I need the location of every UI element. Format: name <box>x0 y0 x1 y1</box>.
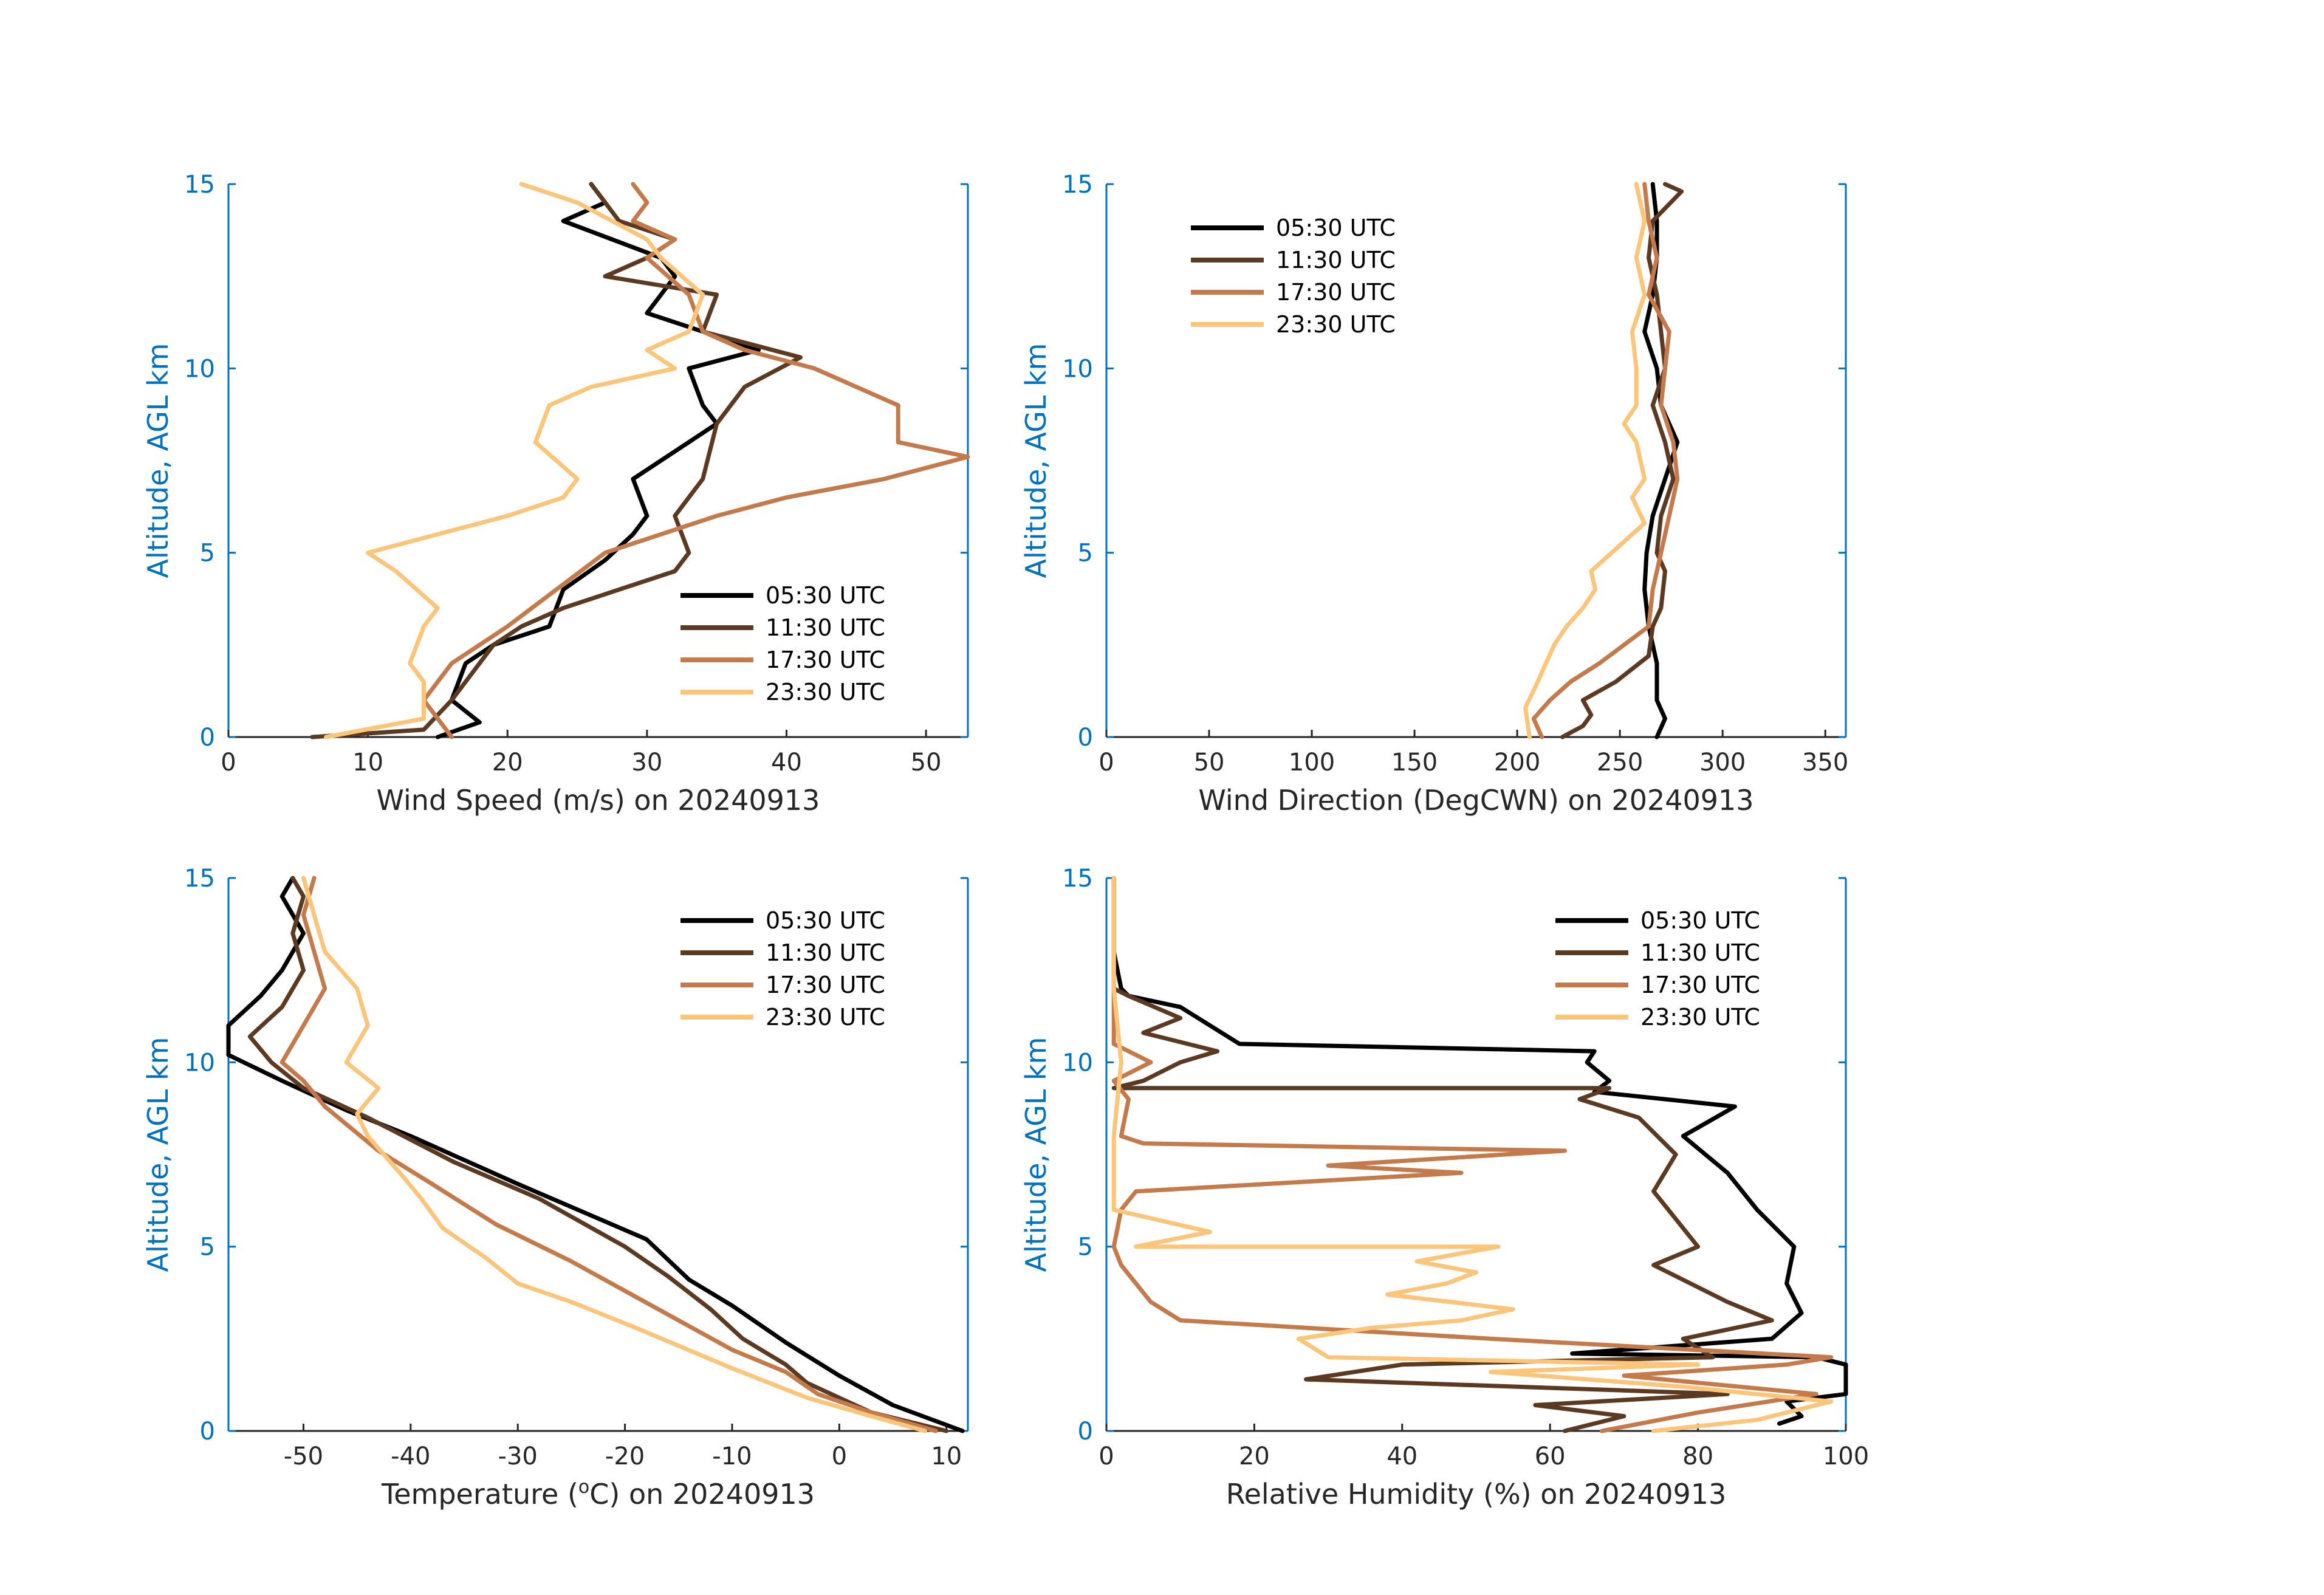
series-line-2 <box>422 182 970 739</box>
y-axis-label: Altitude, AGL km <box>1020 1037 1052 1272</box>
x-tick-label: -40 <box>391 1442 430 1470</box>
x-tick-label: 350 <box>1802 749 1848 777</box>
series-line-0 <box>435 182 761 739</box>
series-line-2 <box>279 876 938 1433</box>
x-tick-label: -10 <box>712 1442 752 1470</box>
x-tick-label: 10 <box>352 749 383 777</box>
series-line-2 <box>1531 182 1680 739</box>
legend: 05:30 UTC 11:30 UTC 17:30 UTC 23:30 UTC <box>1191 214 1396 338</box>
x-tick-label: 100 <box>1289 749 1335 777</box>
x-axis-label: Wind Speed (m/s) on 20240913 <box>377 784 820 817</box>
x-tick-label: 50 <box>1194 749 1225 777</box>
x-tick-label: 0 <box>1099 749 1114 777</box>
legend-label: 05:30 UTC <box>766 907 885 934</box>
x-tick-label: 50 <box>911 749 942 777</box>
y-tick-label: 10 <box>184 1049 215 1077</box>
series-line-3 <box>301 876 927 1433</box>
x-tick-label: 300 <box>1699 749 1746 777</box>
x-tick-label: -30 <box>498 1442 538 1470</box>
x-tick-label: 40 <box>771 749 802 777</box>
series-line-3 <box>1111 876 1834 1433</box>
y-tick-label: 5 <box>1078 1233 1093 1261</box>
y-axis-label: Altitude, AGL km <box>1020 343 1052 578</box>
y-tick-label: 10 <box>1062 355 1093 383</box>
legend-label: 11:30 UTC <box>766 614 885 641</box>
legend-label: 17:30 UTC <box>1276 279 1396 306</box>
series-line-1 <box>247 876 949 1433</box>
x-axis-label: Relative Humidity (%) on 20240913 <box>1226 1478 1727 1511</box>
chart-wind_speed: 0 5 10 15 0 10 20 30 40 50 Altitude, AGL km Wind Sp… <box>142 171 970 817</box>
x-tick-label: 0 <box>832 1442 847 1470</box>
x-axis-label: Wind Direction (DegCWN) on 20240913 <box>1198 784 1753 817</box>
y-tick-label: 5 <box>200 1233 215 1261</box>
series-line-0 <box>1111 876 1848 1426</box>
x-tick-label: 150 <box>1391 749 1438 777</box>
x-tick-label: 10 <box>931 1442 962 1470</box>
legend-label: 23:30 UTC <box>1276 311 1396 338</box>
y-tick-label: 0 <box>200 724 215 752</box>
y-tick-label: 5 <box>200 540 215 568</box>
legend-label: 05:30 UTC <box>766 582 885 609</box>
x-tick-label: 0 <box>221 749 236 777</box>
series-line-1 <box>1111 876 1774 1433</box>
legend-label: 17:30 UTC <box>766 972 885 998</box>
series-line-3 <box>1523 182 1647 739</box>
legend-label: 05:30 UTC <box>1276 214 1396 241</box>
legend-label: 17:30 UTC <box>766 647 885 673</box>
x-tick-label: 60 <box>1535 1442 1566 1470</box>
y-tick-label: 0 <box>200 1418 215 1446</box>
legend-label: 23:30 UTC <box>766 1004 885 1031</box>
y-tick-label: 10 <box>184 355 215 383</box>
x-tick-label: 40 <box>1387 1442 1417 1470</box>
legend: 05:30 UTC 11:30 UTC 17:30 UTC 23:30 UTC <box>1555 907 1760 1031</box>
legend: 05:30 UTC 11:30 UTC 17:30 UTC 23:30 UTC <box>680 582 885 705</box>
y-axis-label: Altitude, AGL km <box>142 1037 174 1272</box>
legend-label: 23:30 UTC <box>1640 1004 1760 1031</box>
y-tick-label: 15 <box>184 865 215 893</box>
x-tick-label: 250 <box>1597 749 1643 777</box>
legend-label: 23:30 UTC <box>766 679 885 705</box>
legend-label: 11:30 UTC <box>1276 247 1396 273</box>
chart-temperature: 0 5 10 15 -50 -40 -30 -20 -10 0 10 Altitude, AGL km… <box>142 865 969 1511</box>
y-tick-label: 5 <box>1078 540 1093 568</box>
x-tick-label: 20 <box>1239 1442 1270 1470</box>
x-tick-label: 100 <box>1823 1442 1869 1470</box>
legend-label: 11:30 UTC <box>1640 939 1760 966</box>
x-tick-label: 20 <box>492 749 523 777</box>
series-line-3 <box>324 182 705 739</box>
legend-label: 11:30 UTC <box>766 939 885 966</box>
y-tick-label: 15 <box>184 171 215 199</box>
x-axis-label: Temperature (oC) on 20240913 <box>381 1477 815 1511</box>
y-tick-label: 0 <box>1078 724 1093 752</box>
legend: 05:30 UTC 11:30 UTC 17:30 UTC 23:30 UTC <box>680 907 885 1031</box>
x-tick-label: 200 <box>1494 749 1540 777</box>
x-tick-label: 80 <box>1682 1442 1713 1470</box>
x-tick-label: 30 <box>631 749 662 777</box>
series-line-1 <box>1560 182 1684 739</box>
y-tick-label: 15 <box>1062 171 1093 199</box>
legend-label: 17:30 UTC <box>1640 972 1760 998</box>
x-tick-label: -50 <box>284 1442 323 1470</box>
legend-label: 05:30 UTC <box>1640 907 1760 934</box>
y-tick-label: 15 <box>1062 865 1093 893</box>
y-axis-label: Altitude, AGL km <box>142 343 174 578</box>
y-tick-label: 0 <box>1078 1418 1093 1446</box>
x-tick-label: 0 <box>1099 1442 1114 1470</box>
chart-relative_humidity: 0 5 10 15 0 20 40 60 80 100 Altitude, AGL km Relati… <box>1020 865 1869 1511</box>
y-tick-label: 10 <box>1062 1049 1093 1077</box>
x-tick-label: -20 <box>605 1442 645 1470</box>
